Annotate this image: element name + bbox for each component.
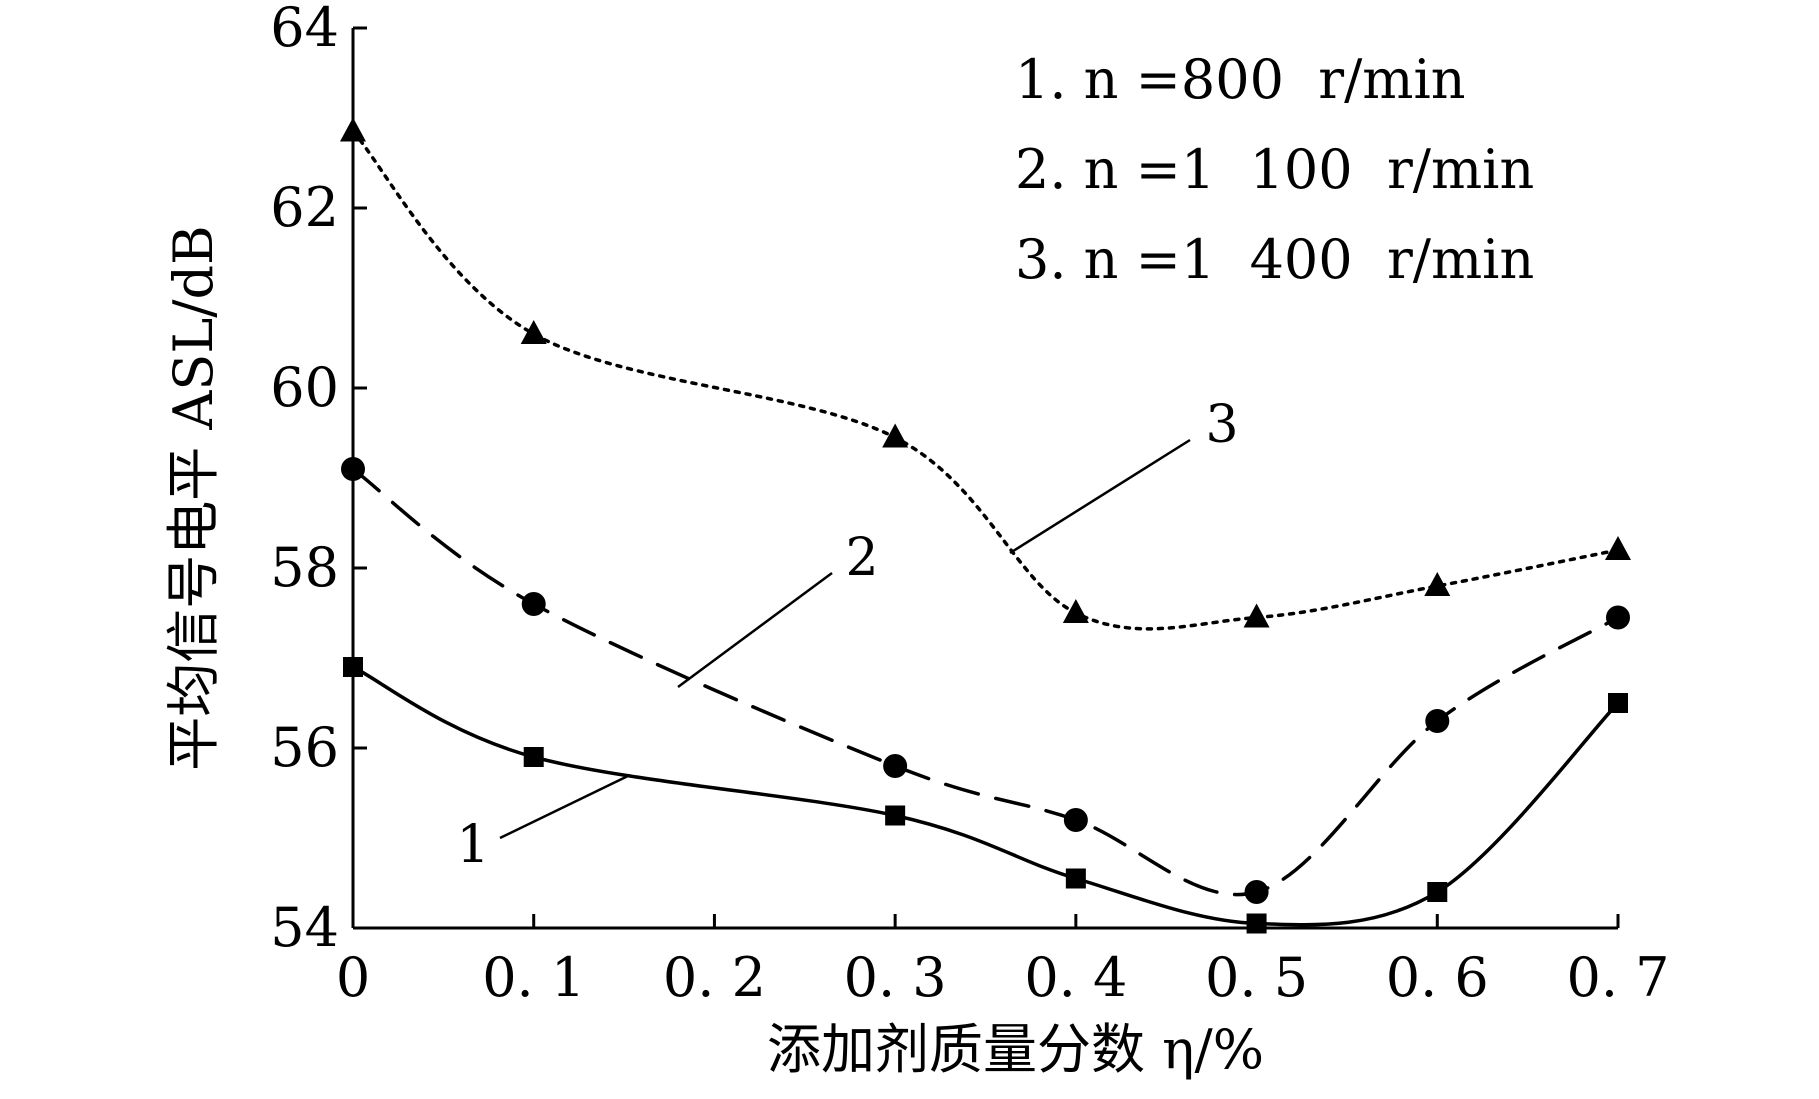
data-point-series-1 [1065,868,1086,889]
data-point-series-1 [523,747,544,767]
x-axis-title: 添加剂质量分数 η/% [767,1018,1264,1081]
markers-group [340,117,1631,934]
callout-line-1 [499,773,631,840]
x-tick-label: 0. 1 [482,946,585,1009]
y-tick-label: 64 [270,0,339,59]
x-tick-label: 0. 7 [1566,946,1669,1009]
data-point-series-2 [1425,709,1450,733]
data-point-series-3 [882,423,909,448]
y-tick-label: 62 [270,176,339,239]
x-tick-label: 0. 2 [663,946,766,1009]
data-point-series-2 [883,754,908,778]
data-point-series-1 [1427,882,1448,902]
data-point-series-3 [520,320,547,344]
data-point-series-2 [1606,605,1630,630]
data-point-series-1 [885,805,906,826]
data-point-series-1 [1246,913,1267,934]
legend-entry-1: 1. n =800 r/min [1015,48,1466,111]
y-tick-label: 58 [270,536,339,599]
data-point-series-1 [1608,693,1628,713]
data-point-series-3 [1062,599,1089,623]
x-tick-label: 0. 3 [844,946,947,1009]
data-point-series-1 [343,657,363,677]
data-point-series-2 [341,457,365,481]
y-axis-title: 平均信号电平 ASL/dB [162,225,225,770]
x-tick-label: 0 [336,946,370,1009]
callout-line-2 [677,571,833,689]
data-point-series-3 [340,117,366,142]
legend: 1. n =800 r/min 2. n =1 100 r/min 3. n =1 … [1015,48,1534,291]
x-tick-label: 0. 5 [1205,946,1308,1009]
series-callouts: 1 2 3 [456,395,1238,875]
data-point-series-2 [521,592,546,616]
callout-label-2: 2 [845,528,878,588]
y-tick-label: 54 [270,896,339,959]
data-point-series-3 [1424,572,1451,596]
series-line-3 [351,129,1620,631]
legend-entry-2: 2. n =1 100 r/min [1015,138,1534,201]
x-tick-label: 0. 6 [1386,946,1489,1009]
legend-entry-3: 3. n =1 400 r/min [1015,228,1534,291]
y-tick-label: 56 [270,716,339,779]
series-line-2 [351,467,1620,897]
data-point-series-2 [1063,808,1088,832]
callout-label-3: 3 [1205,395,1238,455]
y-tick-label: 60 [270,356,339,419]
data-point-series-3 [1605,536,1631,560]
axes: 0 0. 1 0. 2 0. 3 0. 4 0. 5 0. 6 0. 7 54 56 58 60 62 6… [270,0,1669,1009]
callout-line-3 [1009,438,1191,555]
callout-label-1: 1 [456,815,489,875]
data-point-series-2 [1244,880,1269,904]
x-tick-label: 0. 4 [1024,946,1127,1009]
data-point-series-3 [1243,603,1270,628]
